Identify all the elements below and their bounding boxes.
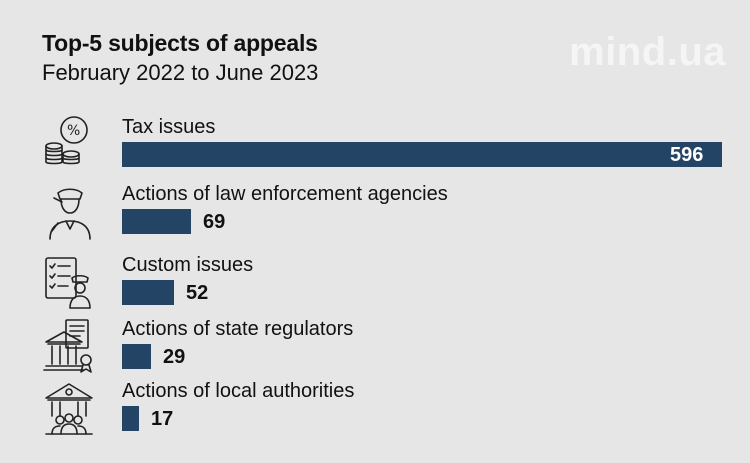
bar bbox=[122, 280, 174, 305]
data-label: 69 bbox=[203, 211, 226, 233]
chart-title: Top-5 subjects of appeals bbox=[42, 30, 318, 56]
data-label: 17 bbox=[151, 408, 174, 430]
category-label: Actions of local authorities bbox=[122, 380, 355, 402]
category-label: Custom issues bbox=[122, 254, 254, 276]
bar bbox=[122, 209, 191, 234]
category-label: Actions of state regulators bbox=[122, 318, 354, 340]
government-building-document-icon bbox=[42, 316, 96, 376]
bar-row: Custom issues 52 bbox=[0, 254, 750, 324]
bar-row: % Tax issues 596 bbox=[0, 116, 750, 186]
data-label: 29 bbox=[163, 346, 186, 368]
category-label: Tax issues bbox=[122, 116, 216, 138]
bar-row: Actions of local authorities 17 bbox=[0, 380, 750, 450]
bar bbox=[122, 344, 151, 369]
percent-coins-icon: % bbox=[42, 114, 96, 174]
watermark-logo: mind.ua bbox=[569, 30, 726, 74]
bar bbox=[122, 142, 722, 167]
customs-officer-checklist-icon bbox=[42, 252, 96, 312]
data-label: 596 bbox=[670, 144, 704, 166]
category-label: Actions of law enforcement agencies bbox=[122, 183, 448, 205]
bar-row: Actions of law enforcement agencies 69 bbox=[0, 183, 750, 253]
data-label: 52 bbox=[186, 282, 209, 304]
svg-text:%: % bbox=[67, 123, 80, 139]
police-officer-icon bbox=[42, 181, 96, 241]
bar-row: Actions of state regulators 29 bbox=[0, 318, 750, 388]
town-hall-people-icon bbox=[42, 378, 96, 438]
bar bbox=[122, 406, 139, 431]
chart-subtitle: February 2022 to June 2023 bbox=[42, 60, 319, 85]
